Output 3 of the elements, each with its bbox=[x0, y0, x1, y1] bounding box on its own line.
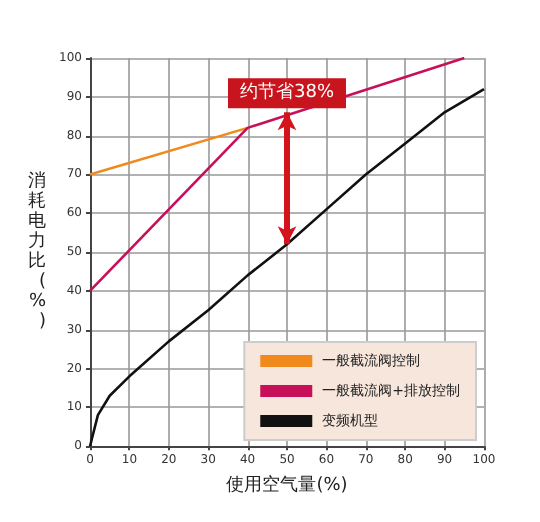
y-axis-title: 消耗电力比(%) bbox=[28, 170, 47, 333]
x-axis-title: 使用空气量(%) bbox=[226, 474, 348, 496]
annotation: 约节省38% bbox=[239, 81, 335, 104]
